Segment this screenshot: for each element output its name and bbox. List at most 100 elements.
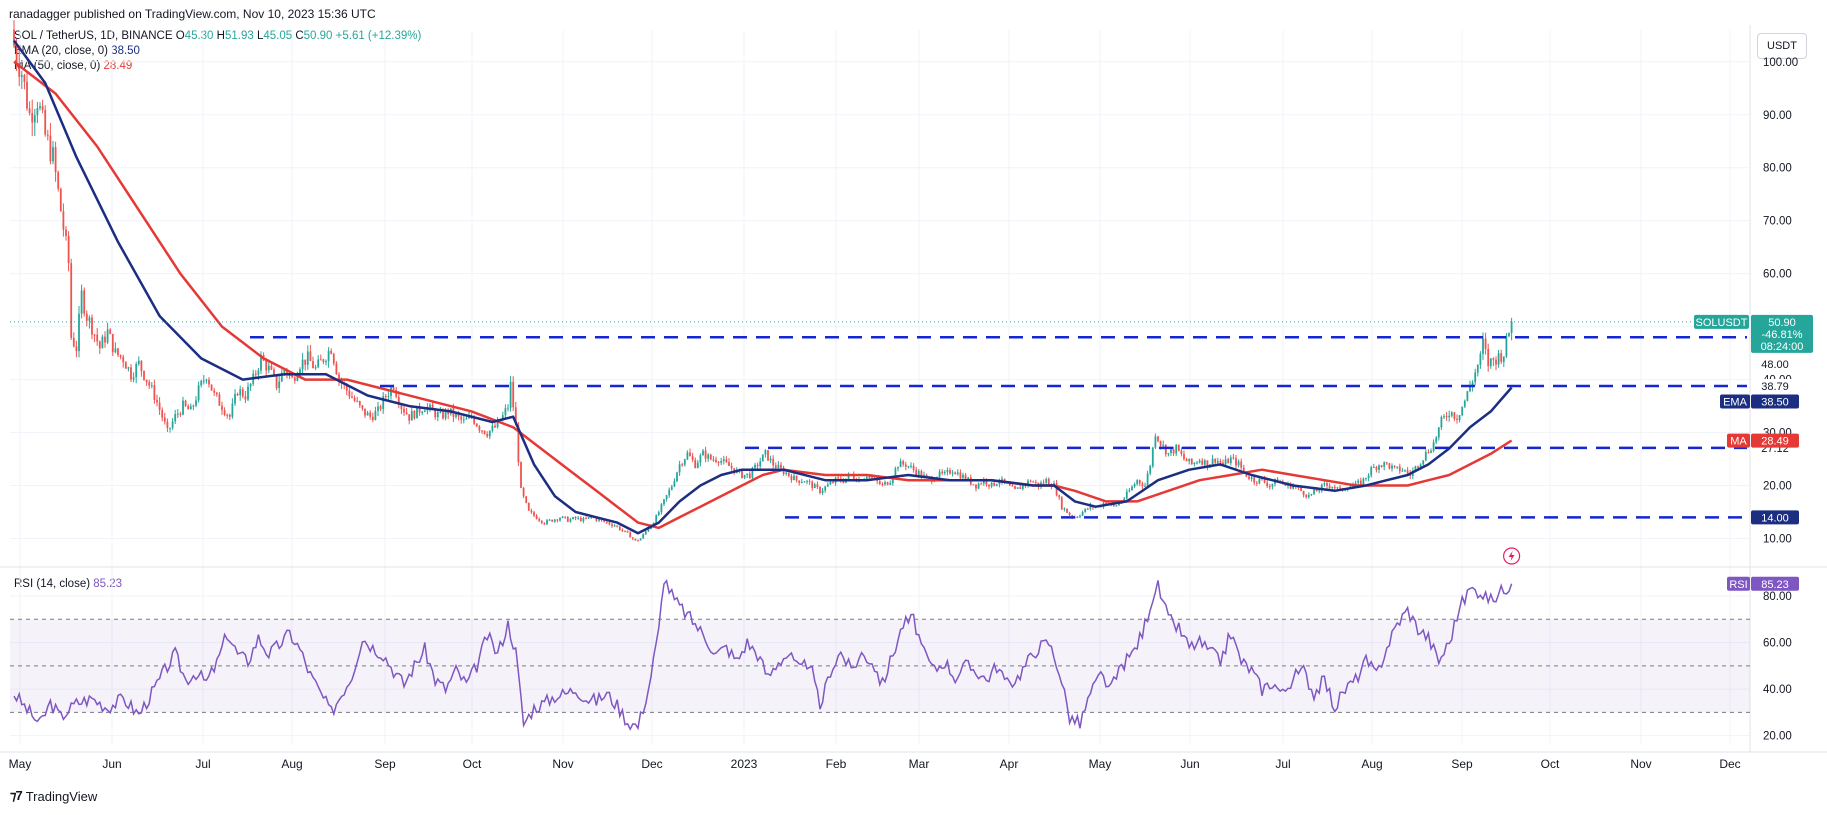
candle-body xyxy=(153,385,156,400)
candle-body xyxy=(1328,485,1331,488)
candle-body xyxy=(1066,508,1068,513)
candle-body xyxy=(119,354,122,357)
candle-body xyxy=(1445,416,1448,418)
candle-body xyxy=(1466,391,1469,401)
candle-body xyxy=(244,396,247,400)
candle-body xyxy=(75,346,78,352)
candle-body xyxy=(215,392,218,395)
candle-body xyxy=(832,482,834,484)
candle-body xyxy=(507,407,509,409)
candle-body xyxy=(1359,480,1362,485)
candle-body xyxy=(1115,505,1118,507)
candle-body xyxy=(1060,497,1063,510)
candle-body xyxy=(330,350,333,354)
candle-body xyxy=(1159,441,1162,446)
candle-body xyxy=(1482,338,1484,354)
candle-body xyxy=(1508,333,1510,337)
candle-body xyxy=(1380,465,1383,467)
price-axis-tick-label: 100.00 xyxy=(1763,57,1798,69)
candle-body xyxy=(1149,466,1152,474)
candle-body xyxy=(1032,481,1035,483)
time-axis-tick-label: Feb xyxy=(826,757,847,771)
candle-body xyxy=(46,134,49,136)
time-axis-tick-label: Dec xyxy=(641,757,662,771)
candle-body xyxy=(1365,477,1367,479)
candle-body xyxy=(670,486,673,490)
candle-body xyxy=(722,459,725,461)
candle-body xyxy=(572,517,574,520)
candle-body xyxy=(1011,485,1014,487)
symbol-name: SOL / TetherUS, 1D, BINANCE xyxy=(14,30,173,42)
rsi-legend[interactable]: RSI (14, close) 85.23 xyxy=(14,578,122,590)
candle-body xyxy=(878,481,881,484)
candle-body xyxy=(533,512,535,516)
rsi-tag-bg xyxy=(1727,576,1750,591)
candle-body xyxy=(130,367,132,380)
candle-body xyxy=(884,482,886,485)
candle-body xyxy=(520,462,522,488)
currency-unit-button[interactable]: USDT xyxy=(1757,33,1807,59)
candle-body xyxy=(1144,485,1146,487)
candle-body xyxy=(1008,483,1011,486)
candle-body xyxy=(405,412,408,415)
candle-body xyxy=(1201,460,1204,465)
time-axis-tick-label: May xyxy=(9,757,32,771)
candle-body xyxy=(166,421,169,428)
candle-body xyxy=(161,410,164,418)
candle-body xyxy=(1131,486,1133,491)
candle-body xyxy=(819,486,821,493)
candle-body xyxy=(65,229,67,236)
candle-body xyxy=(382,396,385,410)
candle-body xyxy=(439,411,442,413)
candle-body xyxy=(1055,483,1058,496)
level-3879-label-text: 38.79 xyxy=(1761,381,1789,393)
candle-body xyxy=(1237,461,1240,466)
candle-body xyxy=(644,531,647,535)
candle-body xyxy=(546,520,548,525)
candle-body xyxy=(1292,485,1295,489)
candle-body xyxy=(70,263,73,338)
candle-body xyxy=(699,455,702,463)
candle-body xyxy=(941,471,944,474)
candle-body xyxy=(663,499,665,505)
candle-body xyxy=(1474,372,1477,383)
candle-body xyxy=(314,367,317,369)
low-value: 45.05 xyxy=(263,30,293,42)
time-axis-tick-label: Mar xyxy=(909,757,930,771)
candle-body xyxy=(881,483,884,485)
candle-body xyxy=(847,474,850,479)
candle-body xyxy=(286,369,288,376)
candle-body xyxy=(189,406,192,410)
ema-legend[interactable]: EMA (20, close, 0) 38.50 xyxy=(14,45,140,57)
candle-body xyxy=(221,405,223,411)
last-price-badge-text: -46.81% xyxy=(1762,329,1803,341)
candle-body xyxy=(306,351,309,365)
price-axis-tick-label: 60.00 xyxy=(1763,269,1792,281)
rsi-value-label-text: 85.23 xyxy=(1761,579,1789,591)
candle-body xyxy=(1014,486,1016,489)
candle-body xyxy=(114,348,117,353)
candle-body xyxy=(421,412,424,414)
candle-body xyxy=(553,519,556,522)
candle-body xyxy=(543,522,546,525)
candle-body xyxy=(530,510,533,513)
candle-body xyxy=(288,375,291,377)
candle-body xyxy=(1227,459,1230,464)
candle-body xyxy=(296,375,299,381)
candle-body xyxy=(208,379,210,385)
candle-body xyxy=(158,402,161,411)
candle-body xyxy=(709,454,712,460)
candle-body xyxy=(410,411,413,421)
candle-body xyxy=(816,484,819,487)
candle-body xyxy=(501,415,504,421)
candle-body xyxy=(618,526,621,531)
candle-body xyxy=(1427,452,1430,454)
candle-body xyxy=(1042,482,1045,484)
candle-body xyxy=(1456,418,1458,421)
candle-body xyxy=(1378,465,1380,470)
candle-body xyxy=(595,517,598,521)
candle-body xyxy=(1240,461,1243,468)
candle-body xyxy=(629,532,632,538)
candle-body xyxy=(990,482,993,487)
